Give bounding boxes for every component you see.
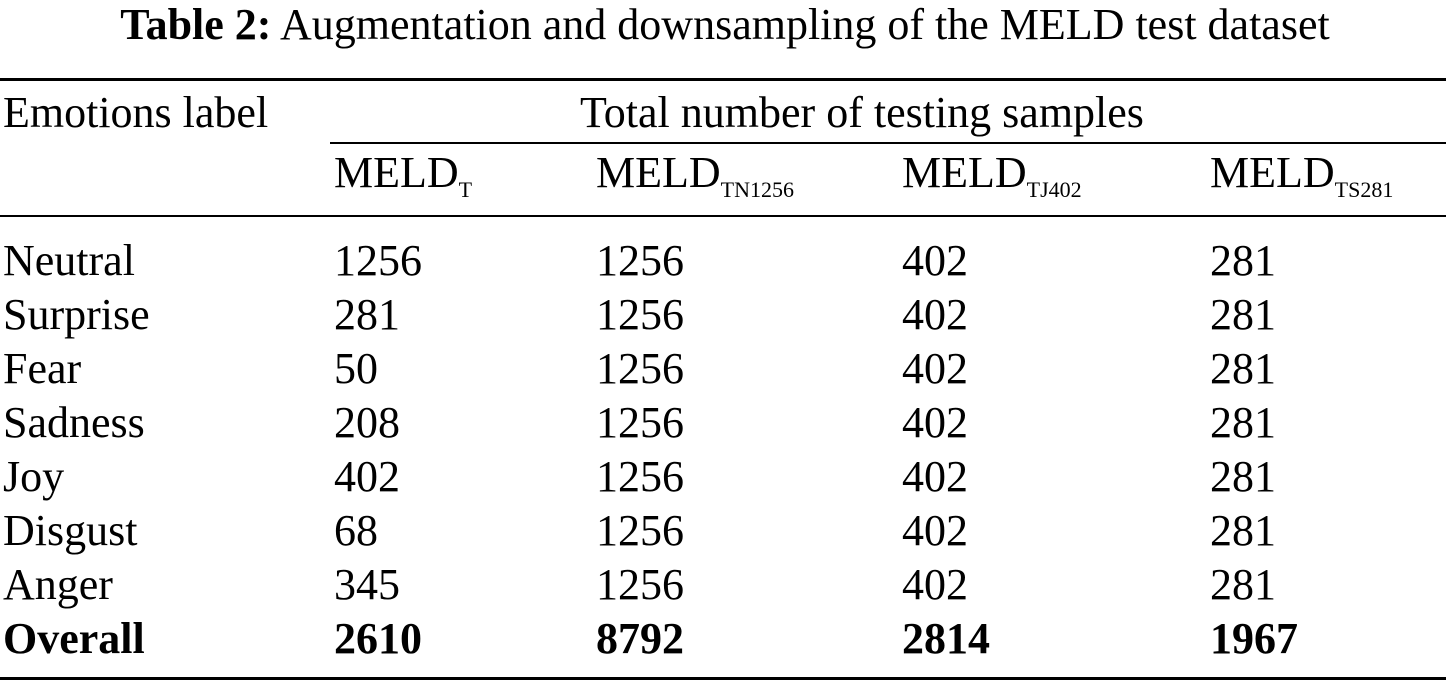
table-cell: 281 [1210,506,1276,555]
table-cell: 281 [1210,452,1276,501]
column-header-meld-tj402: MELDTJ402 [902,146,1082,202]
column-header-base: MELD [334,148,459,197]
top-rule [0,78,1446,81]
column-group-header: Total number of testing samples [580,88,1144,137]
table-cell: 402 [902,290,968,339]
row-label: Surprise [3,290,150,339]
table-cell: 1256 [596,344,684,393]
table-cell: 208 [334,398,400,447]
table-cell: 1256 [596,452,684,501]
table-cell: 281 [1210,560,1276,609]
row-label: Sadness [3,398,145,447]
table-cell: 1256 [596,560,684,609]
table-cell: 68 [334,506,378,555]
table-cell: 281 [1210,398,1276,447]
table-cell: 402 [902,236,968,285]
column-header-meld-ts281: MELDTS281 [1210,146,1394,202]
table-cell: 1256 [596,506,684,555]
table-cell: 1256 [334,236,422,285]
table-cell: 402 [902,344,968,393]
header-rule [0,215,1446,217]
table-number: Table 2: [120,0,272,49]
row-label: Joy [3,452,65,501]
total-cell: 2814 [902,614,990,663]
column-header-meld-t: MELDT [334,146,473,202]
table-cell: 402 [902,398,968,447]
table-cell: 345 [334,560,400,609]
table-cell: 281 [334,290,400,339]
table-caption: Table 2: Augmentation and downsampling o… [0,0,1450,50]
column-header-base: MELD [596,148,721,197]
table-cell: 402 [902,452,968,501]
table-cell: 281 [1210,290,1276,339]
group-rule [330,142,1446,144]
total-cell: 2610 [334,614,422,663]
table-cell: 402 [334,452,400,501]
bottom-rule [0,677,1446,680]
column-header-subscript: T [458,177,473,202]
table-cell: 281 [1210,344,1276,393]
row-header-label: Emotions label [3,88,269,137]
row-label: Neutral [3,236,135,285]
column-header-base: MELD [1210,148,1335,197]
table-cell: 50 [334,344,378,393]
total-cell: 1967 [1210,614,1298,663]
row-label: Fear [3,344,82,393]
column-header-subscript: TJ402 [1026,177,1082,202]
column-header-meld-tn1256: MELDTN1256 [596,146,794,202]
table-cell: 281 [1210,236,1276,285]
row-label: Disgust [3,506,138,555]
table-cell: 1256 [596,236,684,285]
table-cell: 402 [902,506,968,555]
column-header-base: MELD [902,148,1027,197]
total-row-label: Overall [3,614,145,663]
table-cell: 402 [902,560,968,609]
column-header-subscript: TS281 [1334,177,1394,202]
row-label: Anger [3,560,113,609]
column-header-subscript: TN1256 [720,177,794,202]
total-cell: 8792 [596,614,684,663]
table-title: Augmentation and downsampling of the MEL… [280,0,1330,49]
table-cell: 1256 [596,290,684,339]
table-cell: 1256 [596,398,684,447]
